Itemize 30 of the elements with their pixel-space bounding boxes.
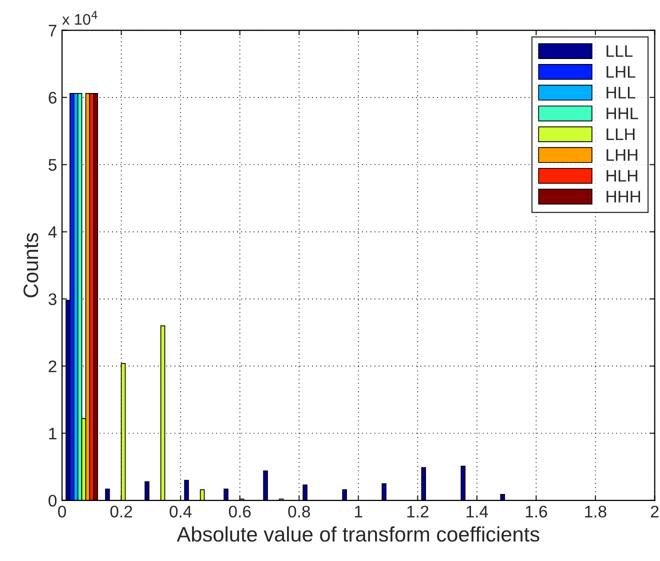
legend-label: HLH — [606, 170, 638, 182]
y-tick-label: 1 — [49, 428, 56, 440]
x-tick-label: 1.8 — [585, 506, 606, 518]
legend-label: LHH — [606, 149, 638, 161]
x-axis-title: Absolute value of transform coefficients — [176, 526, 540, 542]
legend-label: LLH — [606, 128, 634, 140]
y-tick-label: 5 — [48, 159, 56, 171]
y-tick-label: 2 — [48, 360, 56, 372]
y-tick-label: 7 — [48, 24, 56, 36]
legend-label: LHL — [606, 66, 636, 78]
x-tick-label: 1 — [355, 506, 362, 518]
x-tick-label: 1.4 — [466, 506, 488, 518]
legend-label: HHH — [606, 190, 640, 202]
y-tick-label: 0 — [48, 494, 57, 507]
legend-label: HHL — [606, 108, 638, 120]
x-tick-label: 1.2 — [407, 506, 428, 518]
x-tick-label: 1.6 — [526, 506, 548, 518]
y-tick-label: 3 — [48, 293, 56, 306]
y-tick-label: 6 — [48, 92, 56, 104]
legend-label: HLL — [606, 86, 636, 98]
y-tick-label: 4 — [48, 226, 57, 238]
x-tick-label: 0.2 — [110, 506, 132, 518]
legend-label: LLL — [606, 45, 633, 57]
x-tick-label: 0.6 — [228, 506, 251, 518]
text: x 10$^{4}$ — [62, 11, 98, 25]
x-tick-label: 0.8 — [288, 506, 310, 518]
x-tick-label: 0.4 — [170, 506, 192, 518]
x-tick-label: 0 — [58, 506, 66, 518]
x-tick-label: 2 — [650, 506, 659, 518]
y-axis-title: Counts — [23, 233, 38, 298]
